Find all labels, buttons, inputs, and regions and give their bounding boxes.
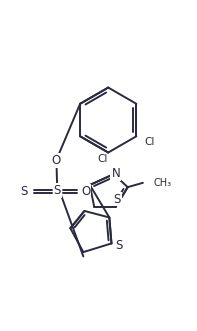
Text: O: O — [52, 154, 61, 166]
Text: Cl: Cl — [144, 137, 154, 147]
Text: S: S — [54, 184, 61, 197]
Text: Cl: Cl — [98, 155, 108, 165]
Text: S: S — [113, 193, 121, 206]
Text: CH₃: CH₃ — [154, 178, 172, 188]
Text: S: S — [20, 185, 28, 198]
Text: O: O — [81, 185, 90, 198]
Text: S: S — [115, 239, 123, 252]
Text: N: N — [112, 166, 120, 180]
